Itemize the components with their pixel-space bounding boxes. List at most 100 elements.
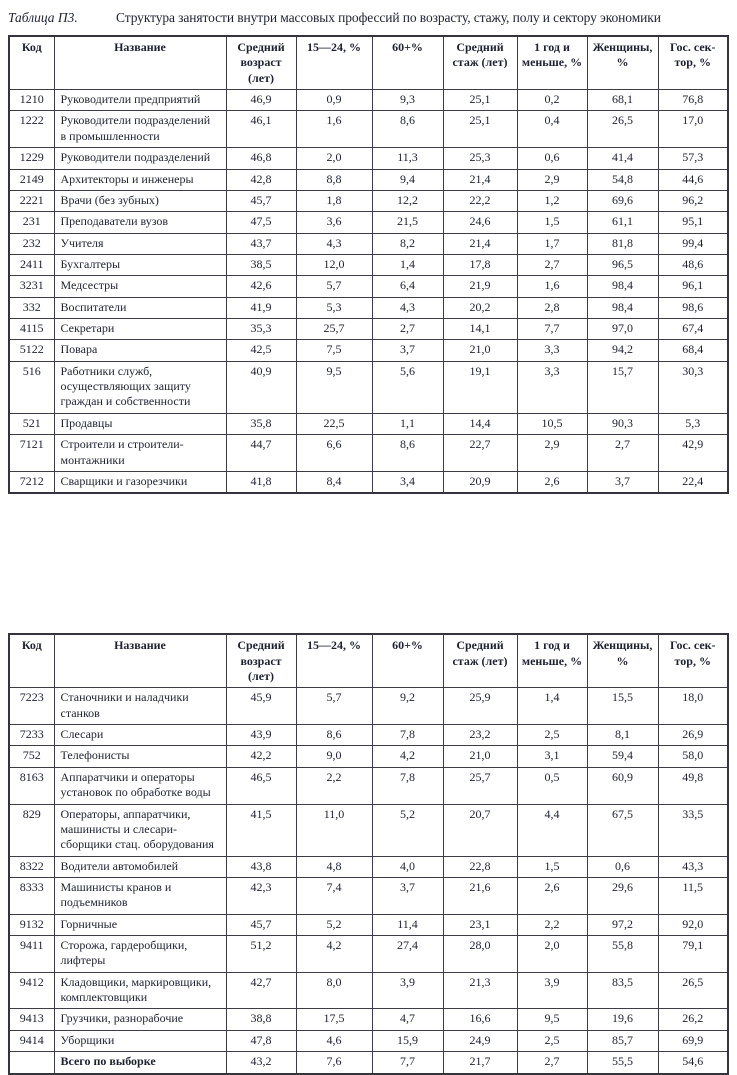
cell-value: 54,6 bbox=[657, 1051, 729, 1075]
cell-code: 7212 bbox=[8, 470, 55, 494]
cell-value: 2,7 bbox=[586, 434, 659, 472]
cell-value: 2,2 bbox=[516, 913, 588, 937]
cell-value: 26,2 bbox=[657, 1008, 729, 1031]
cell-value: 94,2 bbox=[586, 339, 659, 362]
cell-value: 47,5 bbox=[225, 211, 297, 234]
table-row: 8322 Водители автомобилей 43,8 4,8 4,0 22,8 1,… bbox=[8, 855, 729, 878]
cell-name: Строители и строители- монтажники bbox=[53, 434, 227, 472]
table-row: 1210 Руководители предприятий 46,9 0,9 9,3 25… bbox=[8, 89, 729, 112]
cell-value: 28,0 bbox=[442, 935, 518, 973]
cell-value: 2,9 bbox=[516, 168, 588, 191]
cell-value: 1,4 bbox=[516, 687, 588, 726]
cell-name: Медсестры bbox=[53, 275, 227, 298]
cell-value: 46,9 bbox=[225, 89, 297, 112]
cell-name: Машинисты кранов и подъемников bbox=[53, 876, 227, 915]
cell-value: 3,1 bbox=[516, 745, 588, 768]
table-caption-label: Таблица П3. bbox=[8, 10, 78, 25]
cell-value: 76,8 bbox=[657, 89, 729, 112]
cell-value: 81,8 bbox=[586, 232, 659, 255]
cell-value: 59,4 bbox=[586, 745, 659, 768]
cell-value: 46,5 bbox=[225, 766, 297, 805]
table-row: 2411 Бухгалтеры 38,5 12,0 1,4 17,8 2,7 96,5 48,6 bbox=[8, 253, 729, 277]
cell-value: 0,6 bbox=[516, 147, 588, 170]
cell-value: 2,6 bbox=[516, 876, 588, 915]
column-header: 60+% bbox=[371, 35, 444, 91]
cell-value: 3,9 bbox=[516, 971, 588, 1010]
table-row: 9132 Горничные 45,7 5,2 11,4 23,1 2,2 97,2 92,0 bbox=[8, 913, 729, 937]
cell-value: 55,5 bbox=[586, 1051, 659, 1075]
cell-value: 26,5 bbox=[586, 110, 659, 149]
cell-value: 1,5 bbox=[516, 211, 588, 234]
cell-value: 5,2 bbox=[371, 803, 444, 857]
cell-code: 1229 bbox=[8, 147, 55, 170]
cell-value: 4,4 bbox=[516, 803, 588, 857]
cell-value: 58,0 bbox=[657, 745, 729, 768]
cell-value: 3,7 bbox=[371, 876, 444, 915]
cell-value: 55,8 bbox=[586, 935, 659, 973]
cell-value: 8,4 bbox=[295, 470, 373, 494]
cell-value: 25,3 bbox=[442, 147, 518, 170]
table-row: 332 Воспитатели 41,9 5,3 4,3 20,2 2,8 98,4 98,6 bbox=[8, 296, 729, 320]
cell-name: Секретари bbox=[53, 318, 227, 341]
cell-value: 26,5 bbox=[657, 971, 729, 1010]
cell-value: 95,1 bbox=[657, 211, 729, 234]
table-row: 9413 Грузчики, разнорабочие 38,8 17,5 4,7 16,… bbox=[8, 1008, 729, 1031]
cell-value: 98,4 bbox=[586, 296, 659, 320]
table-row: 1222 Руководители подразделений в промышл… bbox=[8, 110, 729, 149]
cell-value: 7,8 bbox=[371, 724, 444, 747]
cell-name: Слесари bbox=[53, 724, 227, 747]
cell-value: 21,3 bbox=[442, 971, 518, 1010]
table-row: 4115 Секретари 35,3 25,7 2,7 14,1 7,7 97,0 67,4 bbox=[8, 318, 729, 341]
cell-value: 3,3 bbox=[516, 339, 588, 362]
cell-code: 1222 bbox=[8, 110, 55, 149]
cell-value: 22,7 bbox=[442, 434, 518, 472]
cell-value: 19,1 bbox=[442, 360, 518, 414]
cell-value: 97,2 bbox=[586, 913, 659, 937]
cell-value: 9,2 bbox=[371, 687, 444, 726]
cell-value: 0,4 bbox=[516, 110, 588, 149]
cell-code: 332 bbox=[8, 296, 55, 320]
cell-value: 3,9 bbox=[371, 971, 444, 1010]
cell-value: 4,3 bbox=[371, 296, 444, 320]
table-row: 5122 Повара 42,5 7,5 3,7 21,0 3,3 94,2 68,4 bbox=[8, 339, 729, 362]
cell-code: 9132 bbox=[8, 913, 55, 937]
cell-code: 3231 bbox=[8, 275, 55, 298]
cell-value: 0,2 bbox=[516, 89, 588, 112]
cell-value: 5,7 bbox=[295, 687, 373, 726]
cell-value: 6,6 bbox=[295, 434, 373, 472]
cell-value: 4,2 bbox=[295, 935, 373, 973]
cell-value: 12,2 bbox=[371, 189, 444, 213]
cell-value: 24,6 bbox=[442, 211, 518, 234]
cell-value: 69,6 bbox=[586, 189, 659, 213]
cell-value: 8,6 bbox=[371, 434, 444, 472]
cell-value: 15,7 bbox=[586, 360, 659, 414]
cell-value: 21,5 bbox=[371, 211, 444, 234]
cell-name: Повара bbox=[53, 339, 227, 362]
column-header: Средний стаж (лет) bbox=[442, 35, 518, 91]
cell-value: 20,7 bbox=[442, 803, 518, 857]
cell-value: 11,5 bbox=[657, 876, 729, 915]
cell-value: 2,5 bbox=[516, 1029, 588, 1053]
cell-value: 38,8 bbox=[225, 1008, 297, 1031]
cell-value: 61,1 bbox=[586, 211, 659, 234]
cell-value: 2,9 bbox=[516, 434, 588, 472]
cell-code: 9414 bbox=[8, 1029, 55, 1053]
cell-code: 8333 bbox=[8, 876, 55, 915]
cell-value: 69,9 bbox=[657, 1029, 729, 1053]
cell-value: 38,5 bbox=[225, 253, 297, 277]
cell-name: Станочники и наладчики станков bbox=[53, 687, 227, 726]
cell-value: 2,5 bbox=[516, 724, 588, 747]
cell-value: 30,3 bbox=[657, 360, 729, 414]
cell-value: 4,2 bbox=[371, 745, 444, 768]
cell-value: 17,0 bbox=[657, 110, 729, 149]
cell-value: 5,3 bbox=[657, 412, 729, 436]
cell-value: 21,0 bbox=[442, 745, 518, 768]
cell-value: 25,7 bbox=[442, 766, 518, 805]
cell-value: 4,6 bbox=[295, 1029, 373, 1053]
cell-name: Аппаратчики и операторы установок по обр… bbox=[53, 766, 227, 805]
cell-value: 9,4 bbox=[371, 168, 444, 191]
cell-value: 5,3 bbox=[295, 296, 373, 320]
cell-value: 41,4 bbox=[586, 147, 659, 170]
cell-name: Грузчики, разнорабочие bbox=[53, 1008, 227, 1031]
cell-value: 21,6 bbox=[442, 876, 518, 915]
